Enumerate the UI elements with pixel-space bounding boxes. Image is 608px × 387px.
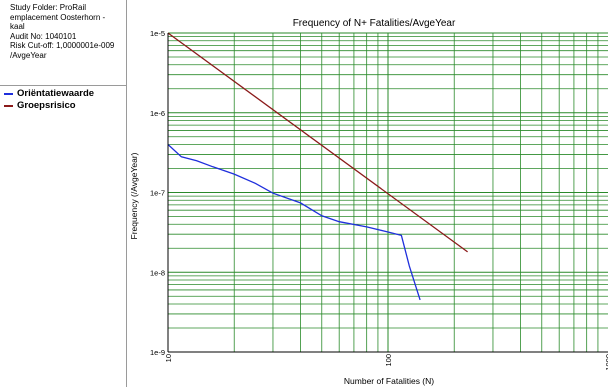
grid bbox=[167, 32, 608, 353]
legend-label: Oriëntatiewaarde bbox=[17, 88, 95, 99]
x-tick-label: 100 bbox=[384, 354, 393, 367]
study-info-line: Study Folder: ProRail bbox=[10, 3, 87, 12]
study-info: Study Folder: ProRail emplacement Ooster… bbox=[0, 0, 126, 86]
study-info-line: /AvgeYear bbox=[10, 50, 47, 60]
y-tick-label: 1e-8 bbox=[150, 268, 165, 277]
y-axis-title: Frequency (/AvgeYear) bbox=[129, 152, 139, 239]
x-axis-title: Number of Fatalities (N) bbox=[344, 376, 434, 386]
study-info-line: emplacement Oosterhorn - bbox=[10, 12, 106, 22]
legend-item-groepsrisico[interactable]: Groepsrisico bbox=[0, 100, 126, 112]
x-tick-label: 1000 bbox=[604, 354, 608, 371]
fn-curve-chart: Frequency of N+ Fatalities/AvgeYear 1e-5… bbox=[129, 18, 608, 386]
side-panel: Study Folder: ProRail emplacement Ooster… bbox=[0, 0, 127, 387]
legend-label: Groepsrisico bbox=[17, 100, 76, 111]
y-tick-label: 1e-5 bbox=[150, 29, 165, 38]
series-line-groepsrisico bbox=[167, 32, 468, 253]
study-info-line: Audit No: 1040101 bbox=[10, 31, 77, 41]
series-lines bbox=[167, 32, 468, 301]
y-tick-label: 1e-9 bbox=[150, 348, 165, 357]
chart-title: Frequency of N+ Fatalities/AvgeYear bbox=[293, 18, 456, 29]
y-tick-label: 1e-6 bbox=[150, 109, 165, 118]
legend: Oriëntatiewaarde Groepsrisico bbox=[0, 88, 126, 112]
x-tick-label: 10 bbox=[164, 354, 173, 362]
y-tick-label: 1e-7 bbox=[150, 189, 165, 198]
series-line-orientatiewaarde bbox=[167, 144, 421, 301]
study-info-line: kaal bbox=[10, 22, 25, 31]
legend-swatch bbox=[4, 105, 13, 107]
legend-item-orientatiewaarde[interactable]: Oriëntatiewaarde bbox=[0, 88, 126, 100]
tick-labels: 1e-5 1e-6 1e-7 1e-8 1e-910 100 1000 bbox=[150, 29, 608, 371]
study-info-line: Risk Cut-off: 1,0000001e-009 bbox=[10, 41, 115, 50]
legend-swatch bbox=[4, 93, 13, 95]
